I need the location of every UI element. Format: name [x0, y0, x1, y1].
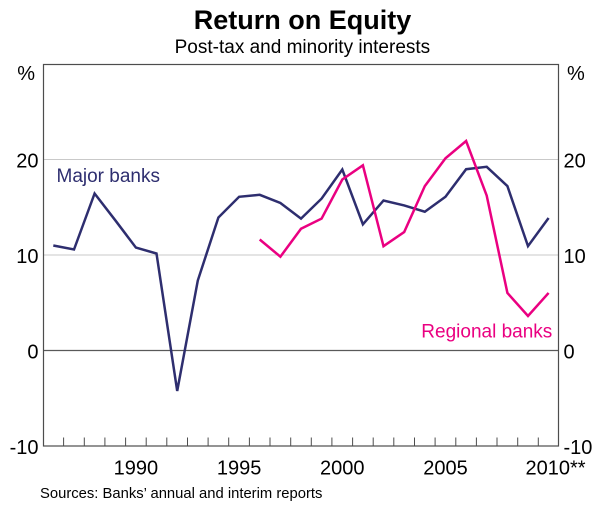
svg-text:-10: -10: [564, 437, 593, 459]
svg-text:10: 10: [564, 246, 586, 268]
svg-text:Major banks: Major banks: [57, 166, 161, 187]
svg-text:%: %: [567, 63, 585, 85]
svg-text:Regional banks: Regional banks: [421, 321, 552, 342]
svg-text:1990: 1990: [114, 457, 159, 479]
svg-text:20: 20: [564, 150, 586, 172]
svg-text:2000: 2000: [320, 457, 365, 479]
svg-text:0: 0: [564, 341, 575, 363]
svg-text:%: %: [17, 63, 35, 85]
svg-text:Return on Equity: Return on Equity: [194, 5, 412, 35]
svg-text:Sources: Banks’ annual and int: Sources: Banks’ annual and interim repor…: [40, 486, 322, 502]
svg-text:20: 20: [16, 150, 38, 172]
svg-text:0: 0: [27, 341, 38, 363]
svg-text:10: 10: [16, 246, 38, 268]
svg-text:2010**: 2010**: [525, 457, 585, 479]
svg-text:2005: 2005: [423, 457, 468, 479]
svg-text:-10: -10: [10, 437, 39, 459]
svg-text:Post-tax and minority interest: Post-tax and minority interests: [175, 37, 431, 58]
svg-text:1995: 1995: [217, 457, 262, 479]
